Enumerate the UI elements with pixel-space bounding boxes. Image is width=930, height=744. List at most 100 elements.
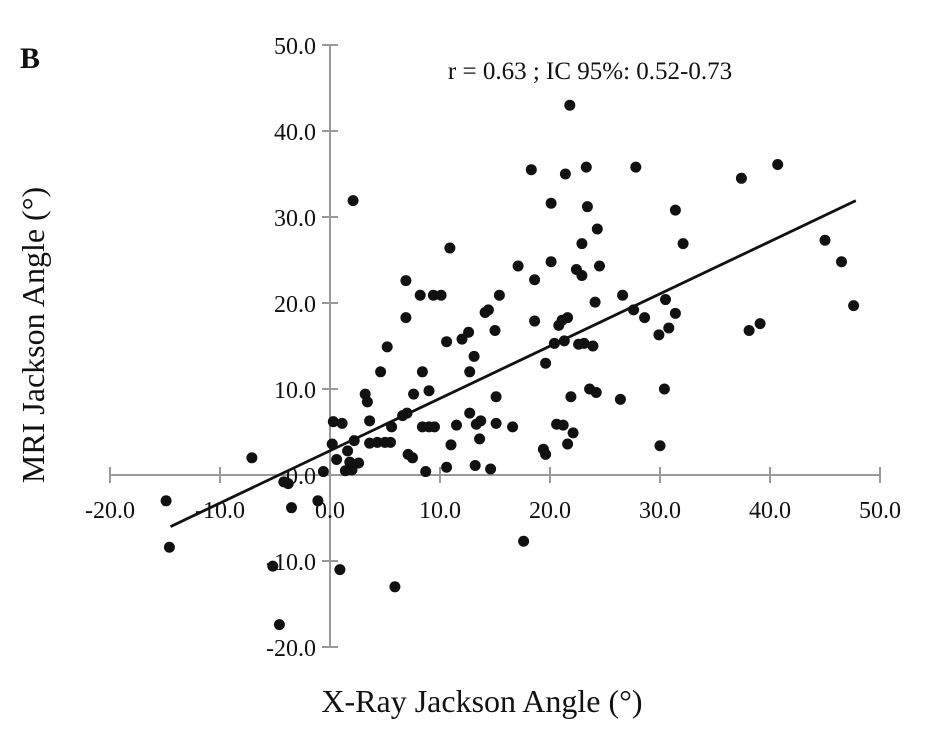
data-point bbox=[331, 454, 343, 466]
data-point bbox=[400, 312, 412, 324]
data-point bbox=[468, 350, 480, 362]
data-point bbox=[545, 256, 557, 268]
data-point bbox=[518, 535, 530, 547]
data-point bbox=[540, 357, 552, 369]
data-point bbox=[529, 315, 541, 327]
data-point bbox=[286, 502, 297, 514]
data-point bbox=[463, 326, 475, 338]
data-point bbox=[420, 466, 432, 478]
data-point bbox=[429, 421, 440, 433]
correlation-annotation: r = 0.63 ; IC 95%: 0.52-0.73 bbox=[448, 58, 732, 85]
data-point bbox=[529, 274, 541, 286]
data-point bbox=[614, 393, 626, 405]
data-point bbox=[564, 99, 576, 111]
data-point bbox=[423, 385, 435, 397]
data-point bbox=[312, 495, 324, 507]
data-point bbox=[565, 391, 577, 403]
data-point bbox=[464, 366, 476, 378]
data-point bbox=[364, 415, 376, 427]
data-point bbox=[591, 223, 603, 235]
data-point bbox=[562, 438, 574, 450]
data-point bbox=[576, 269, 588, 281]
data-point bbox=[660, 294, 671, 306]
data-point bbox=[160, 495, 172, 507]
data-point bbox=[482, 304, 494, 316]
data-point bbox=[639, 312, 651, 324]
data-point bbox=[389, 581, 401, 593]
data-point bbox=[490, 391, 502, 403]
data-point bbox=[663, 322, 675, 334]
data-point bbox=[590, 386, 602, 398]
x-tick-label: 20.0 bbox=[529, 498, 571, 524]
data-point bbox=[489, 325, 501, 337]
data-point bbox=[334, 564, 346, 576]
data-point bbox=[772, 159, 784, 171]
data-point bbox=[317, 466, 329, 478]
y-axis-ticks: 50.040.030.020.010.00.0-10.0-20.0 bbox=[266, 34, 338, 662]
y-tick-label: 50.0 bbox=[274, 34, 316, 60]
regression-line bbox=[169, 199, 857, 528]
data-point bbox=[416, 366, 428, 378]
data-point bbox=[414, 289, 426, 301]
data-point bbox=[326, 438, 338, 450]
data-point bbox=[400, 275, 412, 287]
y-tick-label: 30.0 bbox=[274, 206, 316, 232]
data-point bbox=[669, 307, 681, 319]
y-axis-title: MRI Jackson Angle (°) bbox=[15, 187, 51, 483]
data-point bbox=[381, 341, 393, 353]
data-point bbox=[512, 260, 524, 272]
data-point bbox=[617, 289, 629, 301]
data-point bbox=[493, 289, 505, 301]
x-tick-label: 10.0 bbox=[419, 498, 461, 524]
y-tick-label: -20.0 bbox=[266, 636, 316, 662]
data-point bbox=[653, 329, 665, 341]
data-point bbox=[580, 161, 592, 173]
data-point bbox=[475, 415, 487, 427]
x-tick-label: -20.0 bbox=[85, 498, 135, 524]
data-point bbox=[361, 396, 373, 408]
data-point bbox=[562, 312, 574, 324]
data-point bbox=[557, 419, 569, 431]
data-point bbox=[474, 433, 486, 445]
data-point bbox=[567, 427, 579, 439]
data-point bbox=[545, 197, 557, 209]
data-point bbox=[441, 336, 453, 348]
data-point bbox=[435, 289, 447, 301]
data-point bbox=[581, 201, 593, 213]
data-point bbox=[353, 457, 365, 469]
data-point bbox=[441, 461, 453, 473]
data-point bbox=[427, 289, 439, 301]
data-point bbox=[485, 463, 497, 475]
data-point bbox=[385, 436, 396, 448]
axes: -20.0 -10.0 0.0 10.0 20.0 30.0 40.0 50.0 50.040… bbox=[85, 34, 901, 662]
x-tick-label: 40.0 bbox=[749, 498, 791, 524]
data-point bbox=[559, 168, 571, 180]
data-point bbox=[589, 296, 601, 308]
data-point bbox=[375, 366, 387, 378]
data-point bbox=[754, 318, 766, 330]
panel-label: B bbox=[20, 42, 40, 75]
data-point bbox=[658, 383, 670, 395]
data-point bbox=[540, 448, 552, 460]
data-point bbox=[654, 440, 666, 452]
data-point bbox=[267, 560, 279, 572]
data-point bbox=[469, 460, 481, 472]
data-point bbox=[836, 256, 847, 268]
data-point bbox=[451, 419, 462, 431]
data-point bbox=[677, 238, 689, 250]
data-point bbox=[507, 421, 519, 433]
data-point bbox=[282, 478, 294, 490]
y-tick-label: 40.0 bbox=[274, 120, 316, 146]
data-point bbox=[594, 260, 605, 272]
data-point bbox=[735, 172, 747, 184]
data-point bbox=[743, 325, 755, 337]
data-point bbox=[578, 337, 590, 349]
data-point bbox=[456, 333, 468, 345]
data-point bbox=[576, 238, 588, 250]
data-point bbox=[819, 234, 831, 246]
data-point bbox=[525, 164, 537, 176]
data-point bbox=[630, 161, 642, 173]
data-points bbox=[160, 99, 860, 631]
data-point bbox=[327, 416, 339, 428]
